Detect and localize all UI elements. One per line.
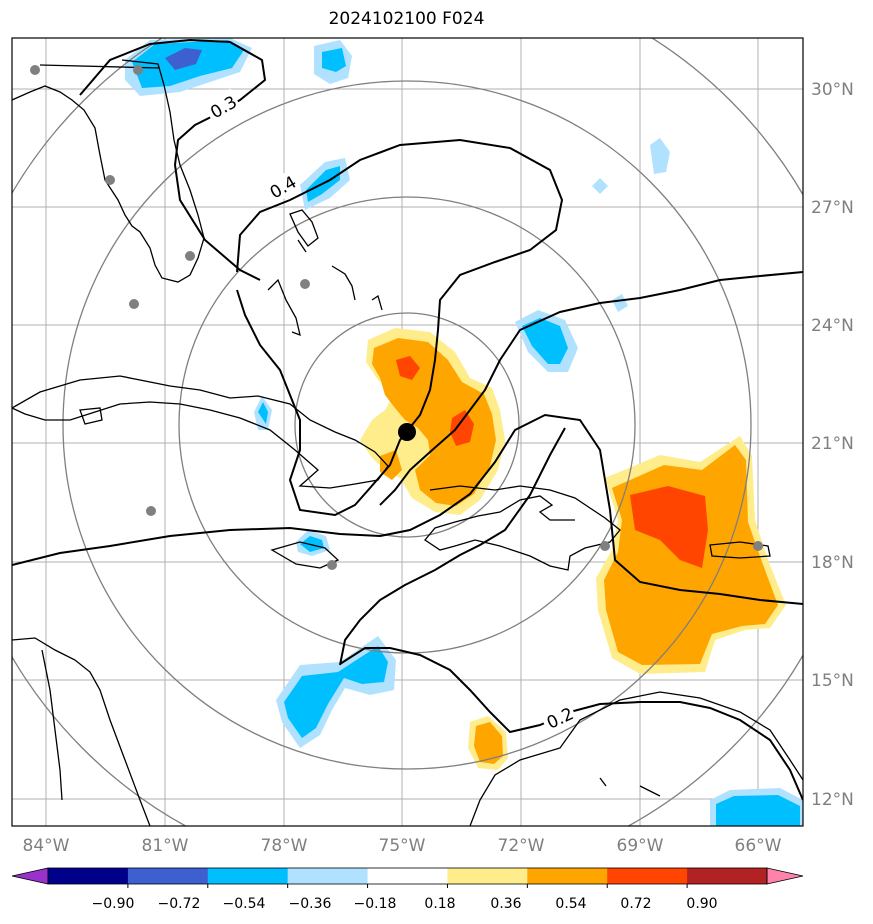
lat-label-27n: 27°N [811, 198, 854, 218]
cb-tick-2: −0.72 [158, 896, 201, 912]
cb-tick-9: 0.72 [620, 896, 651, 912]
range-rings [12, 38, 803, 826]
colorbar-outline [47, 867, 768, 885]
lon-label-72w: 72°W [498, 836, 545, 856]
latitude-labels: 30°N 27°N 24°N 21°N 18°N 15°N 12°N [811, 80, 854, 810]
lon-label-84w: 84°W [23, 836, 70, 856]
lat-label-12n: 12°N [811, 790, 854, 810]
colorbar-swatch [687, 868, 768, 884]
colorbar: −0.90 −0.72 −0.54 −0.36 −0.18 0.18 0.36 … [11, 867, 804, 912]
cb-tick-5: −0.18 [354, 896, 397, 912]
colorbar-extend-min [11, 867, 49, 885]
lat-label-21n: 21°N [811, 434, 854, 454]
lon-label-66w: 66°W [735, 836, 782, 856]
colorbar-swatch [48, 868, 129, 884]
colorbar-swatch [287, 868, 369, 884]
colorbar-swatch [527, 868, 608, 884]
colorbar-extend-max [766, 867, 804, 885]
positive-anomaly-fill [360, 328, 786, 770]
colorbar-swatch [607, 868, 688, 884]
colorbar-swatch [367, 868, 448, 884]
lon-label-78w: 78°W [261, 836, 308, 856]
storm-center-marker[interactable] [398, 423, 416, 441]
cb-tick-6: 0.18 [424, 896, 455, 912]
contour-label-group: 0.3 0.4 0.2 [202, 88, 579, 735]
colorbar-swatch [447, 868, 528, 884]
lat-label-24n: 24°N [811, 316, 854, 336]
cb-tick-1: −0.90 [92, 896, 135, 912]
cb-tick-4: −0.36 [289, 896, 332, 912]
lat-label-15n: 15°N [811, 671, 854, 691]
coastlines [12, 59, 803, 826]
station-markers [30, 65, 763, 570]
lon-label-81w: 81°W [142, 836, 189, 856]
cb-tick-3: −0.54 [223, 896, 266, 912]
longitude-labels: 84°W 81°W 78°W 75°W 72°W 69°W 66°W [23, 836, 782, 856]
lon-label-69w: 69°W [617, 836, 664, 856]
lat-label-18n: 18°N [811, 553, 854, 573]
colorbar-swatch [207, 868, 289, 884]
lat-label-30n: 30°N [811, 80, 854, 100]
negative-anomaly-fill [125, 38, 803, 826]
map-title: 2024102100 F024 [328, 9, 485, 29]
map-frame [11, 37, 804, 827]
colorbar-swatch [127, 868, 209, 884]
cb-tick-8: 0.54 [555, 896, 586, 912]
colorbar-tick-labels: −0.90 −0.72 −0.54 −0.36 −0.18 0.18 0.36 … [92, 896, 718, 912]
cb-tick-10: 0.90 [686, 896, 717, 912]
lon-label-75w: 75°W [379, 836, 426, 856]
cb-tick-7: 0.36 [490, 896, 521, 912]
